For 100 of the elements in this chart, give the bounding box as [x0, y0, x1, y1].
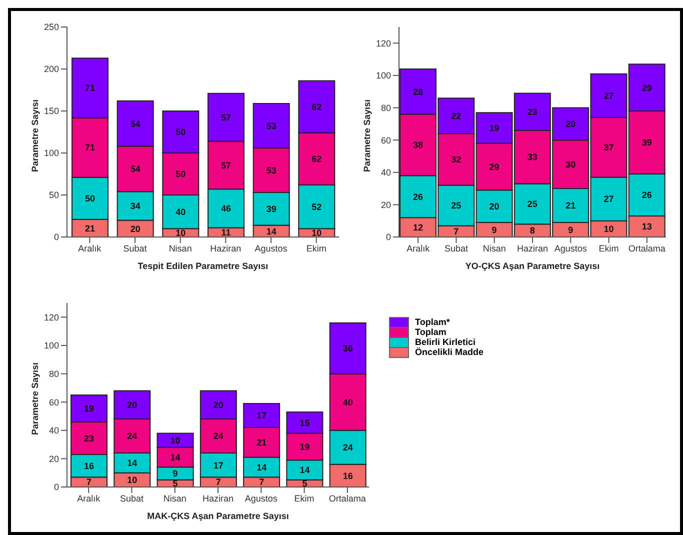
y-axis-title: Parametre Sayısı	[30, 99, 40, 172]
y-tick-label: 60	[380, 135, 391, 146]
data-label: 10	[170, 435, 180, 446]
data-label: 16	[84, 460, 94, 471]
data-label: 23	[84, 433, 94, 444]
y-tick-label: 20	[380, 200, 391, 210]
data-label: 40	[176, 206, 186, 217]
x-tick-label: Agustos	[244, 493, 278, 504]
data-label: 21	[84, 223, 96, 234]
data-label: 10	[176, 228, 186, 238]
data-label: 14	[127, 458, 138, 468]
data-label: 23	[527, 107, 538, 118]
data-label: 50	[84, 194, 96, 204]
y-tick-label: 100	[44, 340, 59, 351]
x-tick-label: Haziran	[210, 243, 242, 254]
data-label: 53	[266, 120, 276, 131]
data-label: 19	[84, 404, 94, 414]
x-tick-label: Ekim	[598, 243, 619, 254]
data-label: 27	[604, 90, 614, 101]
x-tick-label: Subat	[444, 243, 468, 254]
data-label: 17	[256, 410, 267, 421]
x-axis-title: YO-ÇKS Aşan Parametre Sayısı	[465, 261, 600, 271]
data-label: 10	[604, 224, 614, 234]
data-label: 20	[127, 400, 138, 410]
x-tick-label: Agustos	[254, 243, 288, 254]
data-label: 39	[642, 138, 652, 148]
y-tick-label: 0	[386, 232, 391, 242]
y-tick-label: 100	[44, 148, 59, 158]
data-label: 14	[256, 462, 267, 472]
data-label: 37	[604, 142, 614, 153]
data-label: 50	[176, 169, 186, 180]
data-label: 40	[342, 397, 353, 408]
x-tick-label: Subat	[123, 243, 148, 254]
x-tick-label: Haziran	[202, 493, 234, 504]
data-label: 30	[566, 160, 576, 170]
x-tick-label: Nisan	[168, 243, 192, 254]
x-tick-label: Aralık	[406, 243, 430, 254]
data-label: 17	[213, 460, 224, 470]
y-tick-label: 200	[44, 64, 59, 74]
data-label: 20	[130, 224, 140, 234]
y-tick-label: 40	[380, 168, 391, 178]
data-label: 29	[642, 82, 652, 93]
data-label: 25	[527, 199, 538, 210]
legend-label: Toplam	[415, 327, 446, 337]
y-tick-label: 60	[48, 397, 59, 408]
data-label: 14	[170, 452, 180, 462]
data-label: 7	[259, 477, 264, 488]
data-label: 54	[130, 164, 140, 174]
data-label: 39	[266, 204, 276, 214]
data-label: 46	[220, 204, 232, 214]
legend-label: Toplam*	[415, 317, 450, 327]
x-tick-label: Nisan	[163, 493, 186, 504]
data-label: 52	[312, 202, 322, 212]
data-label: 54	[130, 118, 140, 129]
data-label: 21	[256, 438, 267, 448]
data-label: 50	[176, 127, 186, 138]
data-label: 26	[642, 190, 652, 200]
data-label: 24	[127, 431, 138, 442]
x-tick-label: Ortalama	[628, 243, 666, 254]
y-tick-label: 50	[48, 190, 59, 200]
x-tick-label: Subat	[120, 493, 144, 504]
data-label: 32	[451, 154, 462, 165]
data-label: 19	[300, 442, 310, 452]
data-label: 9	[568, 224, 574, 235]
data-label: 7	[86, 477, 92, 488]
y-axis-title: Parametre Sayısı	[30, 362, 40, 435]
data-label: 20	[566, 119, 576, 130]
data-label: 9	[172, 468, 178, 479]
data-label: 38	[412, 140, 424, 150]
data-label: 7	[216, 477, 221, 488]
data-label: 20	[213, 400, 224, 410]
x-axis-title: MAK-ÇKS Aşan Parametre Sayısı	[147, 511, 289, 521]
data-label: 62	[312, 102, 322, 112]
data-label: 57	[220, 112, 232, 122]
y-tick-label: 120	[44, 312, 59, 322]
x-tick-label: Haziran	[516, 243, 548, 254]
data-label: 33	[527, 152, 538, 162]
data-label: 25	[451, 200, 462, 211]
y-tick-label: 80	[380, 102, 391, 113]
data-label: 53	[266, 165, 276, 176]
data-label: 24	[213, 431, 224, 442]
data-label: 5	[172, 478, 178, 489]
y-tick-label: 20	[48, 454, 59, 464]
data-label: 36	[342, 343, 353, 354]
legend-label: Öncelikli Madde	[415, 347, 484, 357]
x-tick-label: Aralık	[78, 243, 102, 254]
data-label: 34	[130, 201, 140, 212]
x-tick-label: Ortalama	[328, 493, 366, 504]
data-label: 5	[302, 478, 308, 489]
data-label: 7	[454, 226, 459, 237]
data-label: 16	[342, 470, 353, 481]
data-label: 26	[412, 192, 424, 202]
data-label: 22	[451, 111, 462, 122]
data-label: 8	[530, 226, 535, 236]
data-label: 12	[412, 222, 424, 233]
x-tick-label: Agustos	[554, 243, 588, 254]
data-label: 10	[312, 228, 322, 238]
data-label: 19	[489, 123, 500, 134]
data-label: 20	[489, 202, 500, 212]
y-tick-label: 40	[48, 426, 59, 436]
